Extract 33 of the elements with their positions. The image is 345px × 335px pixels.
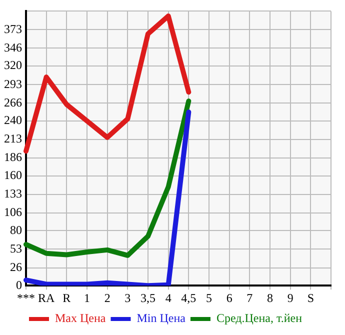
legend-label: Max Цена (54, 311, 106, 326)
x-tick-label: 4,5 (181, 290, 196, 305)
x-tick-label: R (62, 290, 71, 305)
x-tick-label: 5 (206, 290, 212, 305)
x-tick-label: *** (17, 290, 35, 305)
y-tick-label: 320 (4, 58, 22, 72)
y-tick-label: 106 (4, 205, 22, 220)
y-tick-label: 240 (4, 113, 22, 128)
x-tick-label: 3,5 (140, 290, 156, 305)
x-tick-label: 6 (226, 290, 232, 305)
y-tick-label: 160 (4, 168, 22, 182)
y-tick-label: 373 (4, 22, 22, 36)
y-tick-label: 186 (4, 150, 22, 164)
y-tick-label: 266 (4, 95, 22, 110)
x-tick-label: 8 (267, 290, 273, 305)
y-tick-label: 0 (16, 278, 22, 292)
y-tick-label: 26 (10, 260, 22, 274)
x-tick-label: 2 (104, 290, 110, 305)
x-tick-label: S (307, 290, 314, 305)
y-tick-label: 293 (4, 76, 22, 91)
y-tick-label: 53 (10, 241, 22, 256)
x-tick-label: 4 (165, 290, 172, 305)
y-tick-label: 133 (4, 186, 22, 201)
y-tick-label: 346 (4, 40, 22, 54)
y-tick-label: 213 (4, 132, 22, 146)
x-tick-label: 1 (84, 290, 90, 305)
y-tick-label: 80 (10, 222, 22, 237)
x-tick-label: 3 (124, 290, 131, 305)
legend-label: Сред.Цена, т.йен (216, 311, 303, 326)
x-tick-label: RA (38, 290, 55, 305)
x-tick-label: 7 (246, 290, 253, 305)
legend-label: Min Цена (136, 311, 186, 326)
x-tick-label: 9 (287, 290, 294, 305)
